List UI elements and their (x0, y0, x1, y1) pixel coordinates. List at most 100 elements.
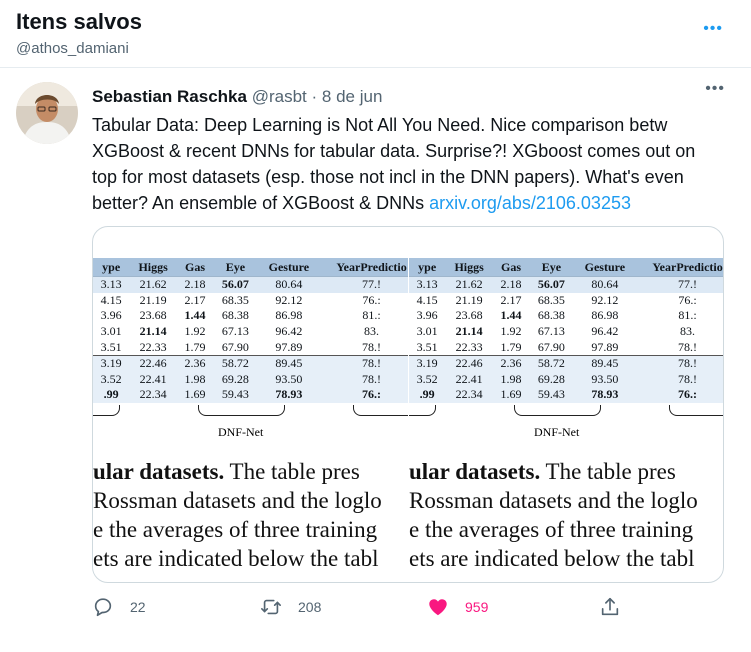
table-cell: 69.28 (221, 371, 249, 386)
table-cell: 1.79 (184, 339, 206, 354)
table-cell: 3.51 (416, 339, 438, 354)
avatar[interactable] (16, 82, 78, 144)
tweet-link[interactable]: arxiv.org/abs/2106.03253 (429, 193, 631, 213)
table-cell: 1.98 (184, 371, 206, 386)
table-row: 3.52 22.41 1.98 69.28 93.50 78.! (93, 371, 408, 388)
paper-text-rest: Rossman datasets and the loglo (93, 488, 382, 513)
table-cell: 23.68 (139, 308, 167, 323)
author-handle[interactable]: @rasbt (251, 87, 307, 106)
table-cell: 89.45 (275, 356, 303, 371)
paper-text-line: ets are indicated below the tabl (409, 544, 723, 573)
table-brace (514, 405, 601, 416)
table-row: 3.19 22.46 2.36 58.72 89.45 78.! (93, 355, 408, 372)
page-header: Itens salvos @athos_damiani ••• (0, 0, 751, 68)
table-column-header: ype (93, 258, 130, 277)
table-cell: 21.62 (139, 277, 167, 292)
table-cell: 69.28 (537, 371, 565, 386)
table-brace (353, 405, 408, 416)
table-row: 3.51 22.33 1.79 67.90 97.89 78.! (409, 339, 723, 356)
paper-text-rest: ets are indicated below the tabl (93, 546, 379, 571)
more-options-icon[interactable]: ••• (703, 20, 723, 37)
share-icon (599, 596, 621, 618)
tweet-date[interactable]: 8 de jun (321, 87, 383, 106)
table-cell: 77.! (678, 277, 698, 292)
table-cell: 1.79 (500, 339, 522, 354)
table-cell: 96.42 (591, 324, 619, 339)
table-cell: 78.! (362, 371, 382, 386)
table-cell: 21.14 (139, 324, 167, 339)
paper-text: ular datasets. The table pres Rossman da… (93, 457, 408, 573)
table-cell: 78.! (678, 356, 698, 371)
table-cell: 22.41 (139, 371, 167, 386)
table-cell: 59.43 (221, 387, 249, 402)
table-cell: 1.98 (500, 371, 522, 386)
table-cell: 76.: (678, 387, 698, 402)
table-cell: 1.92 (184, 324, 206, 339)
table-cell: 83. (364, 324, 380, 339)
table-cell: 76.: (362, 387, 382, 402)
table-cell: 2.17 (184, 292, 206, 307)
table-cell: 3.52 (416, 371, 438, 386)
table-cell: 1.69 (500, 387, 522, 402)
retweet-count: 208 (298, 599, 322, 615)
table-column-header: Gas (492, 258, 530, 277)
table-cell: 3.01 (416, 324, 438, 339)
share-button[interactable] (599, 596, 621, 618)
paper-text-line: ular datasets. The table pres (93, 457, 408, 486)
table-cell: 3.19 (416, 356, 438, 371)
table-cell: 78.! (362, 356, 382, 371)
table-cell: 97.89 (275, 339, 303, 354)
table-cell: 93.50 (275, 371, 303, 386)
table-cell: 80.64 (591, 277, 619, 292)
table-column-header: Gesture (257, 258, 321, 277)
results-table: ype Higgs Gas Eye Gesture YearPredictio 3.13 21… (93, 258, 408, 403)
table-cell: 86.98 (275, 308, 303, 323)
tweet-author-line: Sebastian Raschka @rasbt · 8 de jun (92, 87, 382, 107)
table-cell: 77.! (362, 277, 382, 292)
table-cell: 67.13 (537, 324, 565, 339)
table-brace (669, 405, 723, 416)
paper-text-bold: ular datasets. (409, 459, 541, 484)
paper-text-line: Rossman datasets and the loglo (93, 486, 408, 515)
table-cell: 92.12 (275, 292, 303, 307)
table-cell: 78.! (678, 371, 698, 386)
table-cell: 4.15 (416, 292, 438, 307)
table-cell: 68.38 (537, 308, 565, 323)
table-cell: 3.01 (100, 324, 122, 339)
like-button[interactable]: 959 (427, 596, 488, 618)
table-caption: DNF-Net (534, 425, 580, 439)
table-row: .99 22.34 1.69 59.43 78.93 76.: (409, 387, 723, 403)
table-cell: 67.90 (221, 339, 249, 354)
tweet-more-icon[interactable]: ••• (705, 80, 725, 97)
retweet-button[interactable]: 208 (260, 596, 321, 618)
media-image-left[interactable]: ype Higgs Gas Eye Gesture YearPredictio 3.13 21… (93, 227, 408, 582)
table-cell: 3.96 (100, 308, 122, 323)
table-cell: .99 (419, 387, 435, 402)
table-caption: DNF-Net (218, 425, 264, 439)
tweet-text: Tabular Data: Deep Learning is Not All Y… (92, 112, 722, 216)
table-cell: 76.: (362, 292, 381, 307)
table-cell: 93.50 (591, 371, 619, 386)
table-cell: 1.69 (184, 387, 206, 402)
table-cell: 56.07 (221, 277, 249, 292)
table-cell: 3.52 (100, 371, 122, 386)
tweet-media[interactable]: ype Higgs Gas Eye Gesture YearPredictio 3.13 21… (92, 226, 724, 583)
media-image-right[interactable]: ype Higgs Gas Eye Gesture YearPredictio 3.13 21… (409, 227, 723, 582)
paper-text-bold: ular datasets. (93, 459, 225, 484)
table-cell: 2.36 (184, 356, 206, 371)
table-cell: 2.18 (500, 277, 522, 292)
table-cell: 59.43 (537, 387, 565, 402)
table-row: 3.51 22.33 1.79 67.90 97.89 78.! (93, 339, 408, 356)
table-cell: 3.13 (416, 277, 438, 292)
paper-text-rest: e the averages of three training (409, 517, 694, 542)
table-cell: 2.18 (184, 277, 206, 292)
table-cell: 96.42 (275, 324, 303, 339)
table-cell: 78.93 (275, 387, 303, 402)
reply-button[interactable]: 22 (92, 596, 146, 618)
table-cell: 22.41 (455, 371, 483, 386)
author-name[interactable]: Sebastian Raschka (92, 87, 247, 106)
table-cell: 21.62 (455, 277, 483, 292)
paper-text-rest: The table pres (540, 459, 676, 484)
table-cell: 1.92 (500, 324, 522, 339)
table-cell: 67.90 (537, 339, 565, 354)
